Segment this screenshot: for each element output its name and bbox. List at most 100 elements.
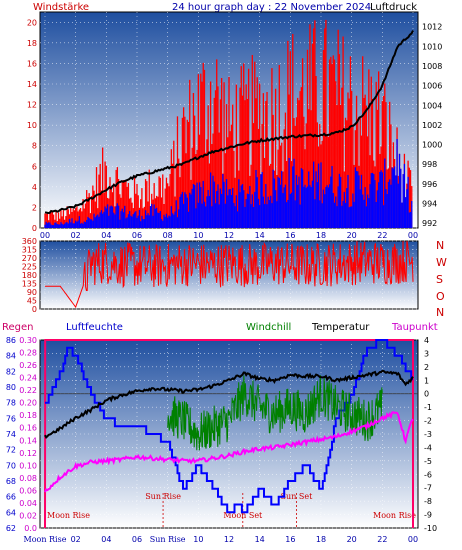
direction-tick-label: 0 <box>32 305 37 314</box>
wind-speed-tick-label: 6 <box>32 162 37 171</box>
rain-tick-label: 0.12 <box>19 449 37 458</box>
pressure-tick-label: 1010 <box>422 42 442 51</box>
temperature-tick-label: -10 <box>424 524 437 533</box>
wind-direction-line <box>45 240 414 309</box>
x-axis-tick-label: 10 <box>193 231 203 240</box>
temperature-tick-label: -5 <box>424 457 432 466</box>
x-axis-tick-label: 16 <box>285 535 295 544</box>
wind-speed-tick-label: 18 <box>27 39 37 48</box>
x-axis-tick-label: 00 <box>408 231 418 240</box>
chart-title: 24 hour graph day : 22 November 2024 <box>172 2 371 13</box>
temperature-line <box>44 369 414 440</box>
wind-speed-tick-label: 4 <box>32 183 37 192</box>
event-label: Moon Rise <box>373 511 416 520</box>
wind-speed-axis-title: Windstärke <box>33 2 89 13</box>
pressure-series <box>44 30 414 215</box>
x-axis-tick-label: 16 <box>285 231 295 240</box>
event-label: Moon Rise <box>47 511 90 520</box>
temperature-tick-label: -6 <box>424 470 432 479</box>
rain-axis-title: Regen <box>2 322 34 333</box>
x-axis-tick-label: 14 <box>255 535 265 544</box>
temperature-tick-label: 0 <box>424 390 429 399</box>
pressure-tick-label: 1012 <box>422 23 442 32</box>
x-axis-tick-label: 12 <box>224 535 234 544</box>
humidity-tick-label: 76 <box>6 414 16 423</box>
wind-speed-tick-label: 16 <box>27 59 37 68</box>
x-axis-tick-label: 04 <box>101 231 111 240</box>
rain-tick-label: 0.28 <box>19 349 37 358</box>
x-axis-tick-label: Moon Rise <box>24 535 67 544</box>
gust-bars <box>44 139 413 228</box>
temperature-tick-label: -2 <box>424 417 432 426</box>
wind-speed-tick-label: 12 <box>27 101 37 110</box>
x-axis-tick-label: 02 <box>71 231 81 240</box>
humidity-tick-label: 68 <box>6 477 16 486</box>
wind-speed-tick-label: 0 <box>32 224 37 233</box>
humidity-tick-label: 70 <box>6 461 16 470</box>
direction-tick-label: 270 <box>22 254 37 263</box>
temperature-tick-label: 2 <box>424 363 429 372</box>
humidity-tick-label: 80 <box>6 383 16 392</box>
rain-tick-label: 0.30 <box>19 336 37 345</box>
pressure-tick-label: 996 <box>422 180 437 189</box>
wind-direction-gridlines <box>40 240 418 310</box>
rain-tick-label: 0.20 <box>19 399 37 408</box>
x-axis-tick-label: 20 <box>347 231 357 240</box>
x-axis-tick-label: 18 <box>316 535 326 544</box>
temperature-tick-label: -8 <box>424 497 432 506</box>
temperature-humidity-series <box>44 339 414 529</box>
humidity-tick-label: 86 <box>6 336 16 345</box>
compass-label: N <box>436 239 444 252</box>
event-label: Moon Set <box>223 511 263 520</box>
pressure-tick-label: 1006 <box>422 82 442 91</box>
direction-tick-label: 90 <box>27 288 37 297</box>
x-axis-tick-label: 00 <box>408 535 418 544</box>
rain-tick-label: 0.04 <box>19 499 37 508</box>
pressure-tick-label: 992 <box>422 219 437 228</box>
compass-label: W <box>436 256 447 269</box>
compass-labels: N W S O N <box>436 239 447 319</box>
rain-tick-label: 0.02 <box>19 511 37 520</box>
temperature-tick-label: -4 <box>424 443 432 452</box>
x-axis-tick-label: 14 <box>255 231 265 240</box>
wind-direction-series <box>45 240 414 309</box>
wind-speed-tick-label: 8 <box>32 142 37 151</box>
direction-tick-label: 225 <box>22 263 37 272</box>
compass-label: S <box>436 273 443 286</box>
temperature-tick-label: 4 <box>424 336 429 345</box>
x-axis-tick-label: 12 <box>224 231 234 240</box>
x-axis-tick-label: 06 <box>132 231 142 240</box>
humidity-tick-label: 78 <box>6 399 16 408</box>
x-axis-tick-label: 10 <box>193 535 203 544</box>
temperature-legend: Temperatur <box>311 322 370 333</box>
pressure-tick-label: 998 <box>422 160 437 169</box>
wind-speed-tick-label: 10 <box>27 121 37 130</box>
rain-tick-label: 0.06 <box>19 486 37 495</box>
direction-tick-label: 135 <box>22 280 37 289</box>
humidity-tick-labels: 62 64 66 68 70 72 74 76 78 80 82 84 86 <box>6 336 16 533</box>
windchill-line <box>167 375 383 451</box>
wind-speed-tick-label: 14 <box>27 80 37 89</box>
compass-label: N <box>436 306 444 319</box>
dewpoint-legend: Taupunkt <box>391 322 438 333</box>
rain-line <box>44 339 414 529</box>
x-axis-tick-label: 00 <box>40 231 50 240</box>
humidity-tick-label: 82 <box>6 367 16 376</box>
rain-tick-label: 0.24 <box>19 374 37 383</box>
direction-tick-label: 315 <box>22 246 37 255</box>
bottom-x-axis-labels: Moon Rise 02 04 06 Sun Rise 10 12 14 16 18 20 22 00 <box>24 535 419 544</box>
humidity-tick-label: 74 <box>6 430 16 439</box>
rain-tick-label: 0.18 <box>19 411 37 420</box>
temperature-tick-label: -3 <box>424 430 432 439</box>
rain-tick-label: 0.14 <box>19 436 37 445</box>
direction-tick-label: 45 <box>27 297 37 306</box>
rain-tick-label: 0.26 <box>19 361 37 370</box>
rain-tick-label: 0.22 <box>19 386 37 395</box>
x-axis-tick-label: 20 <box>347 535 357 544</box>
x-axis-tick-label: 22 <box>377 535 387 544</box>
temperature-tick-label: 3 <box>424 349 429 358</box>
x-axis-tick-label: 08 <box>163 231 173 240</box>
top-x-axis-labels: 00 02 04 06 08 10 12 14 16 18 20 22 00 <box>40 231 418 240</box>
